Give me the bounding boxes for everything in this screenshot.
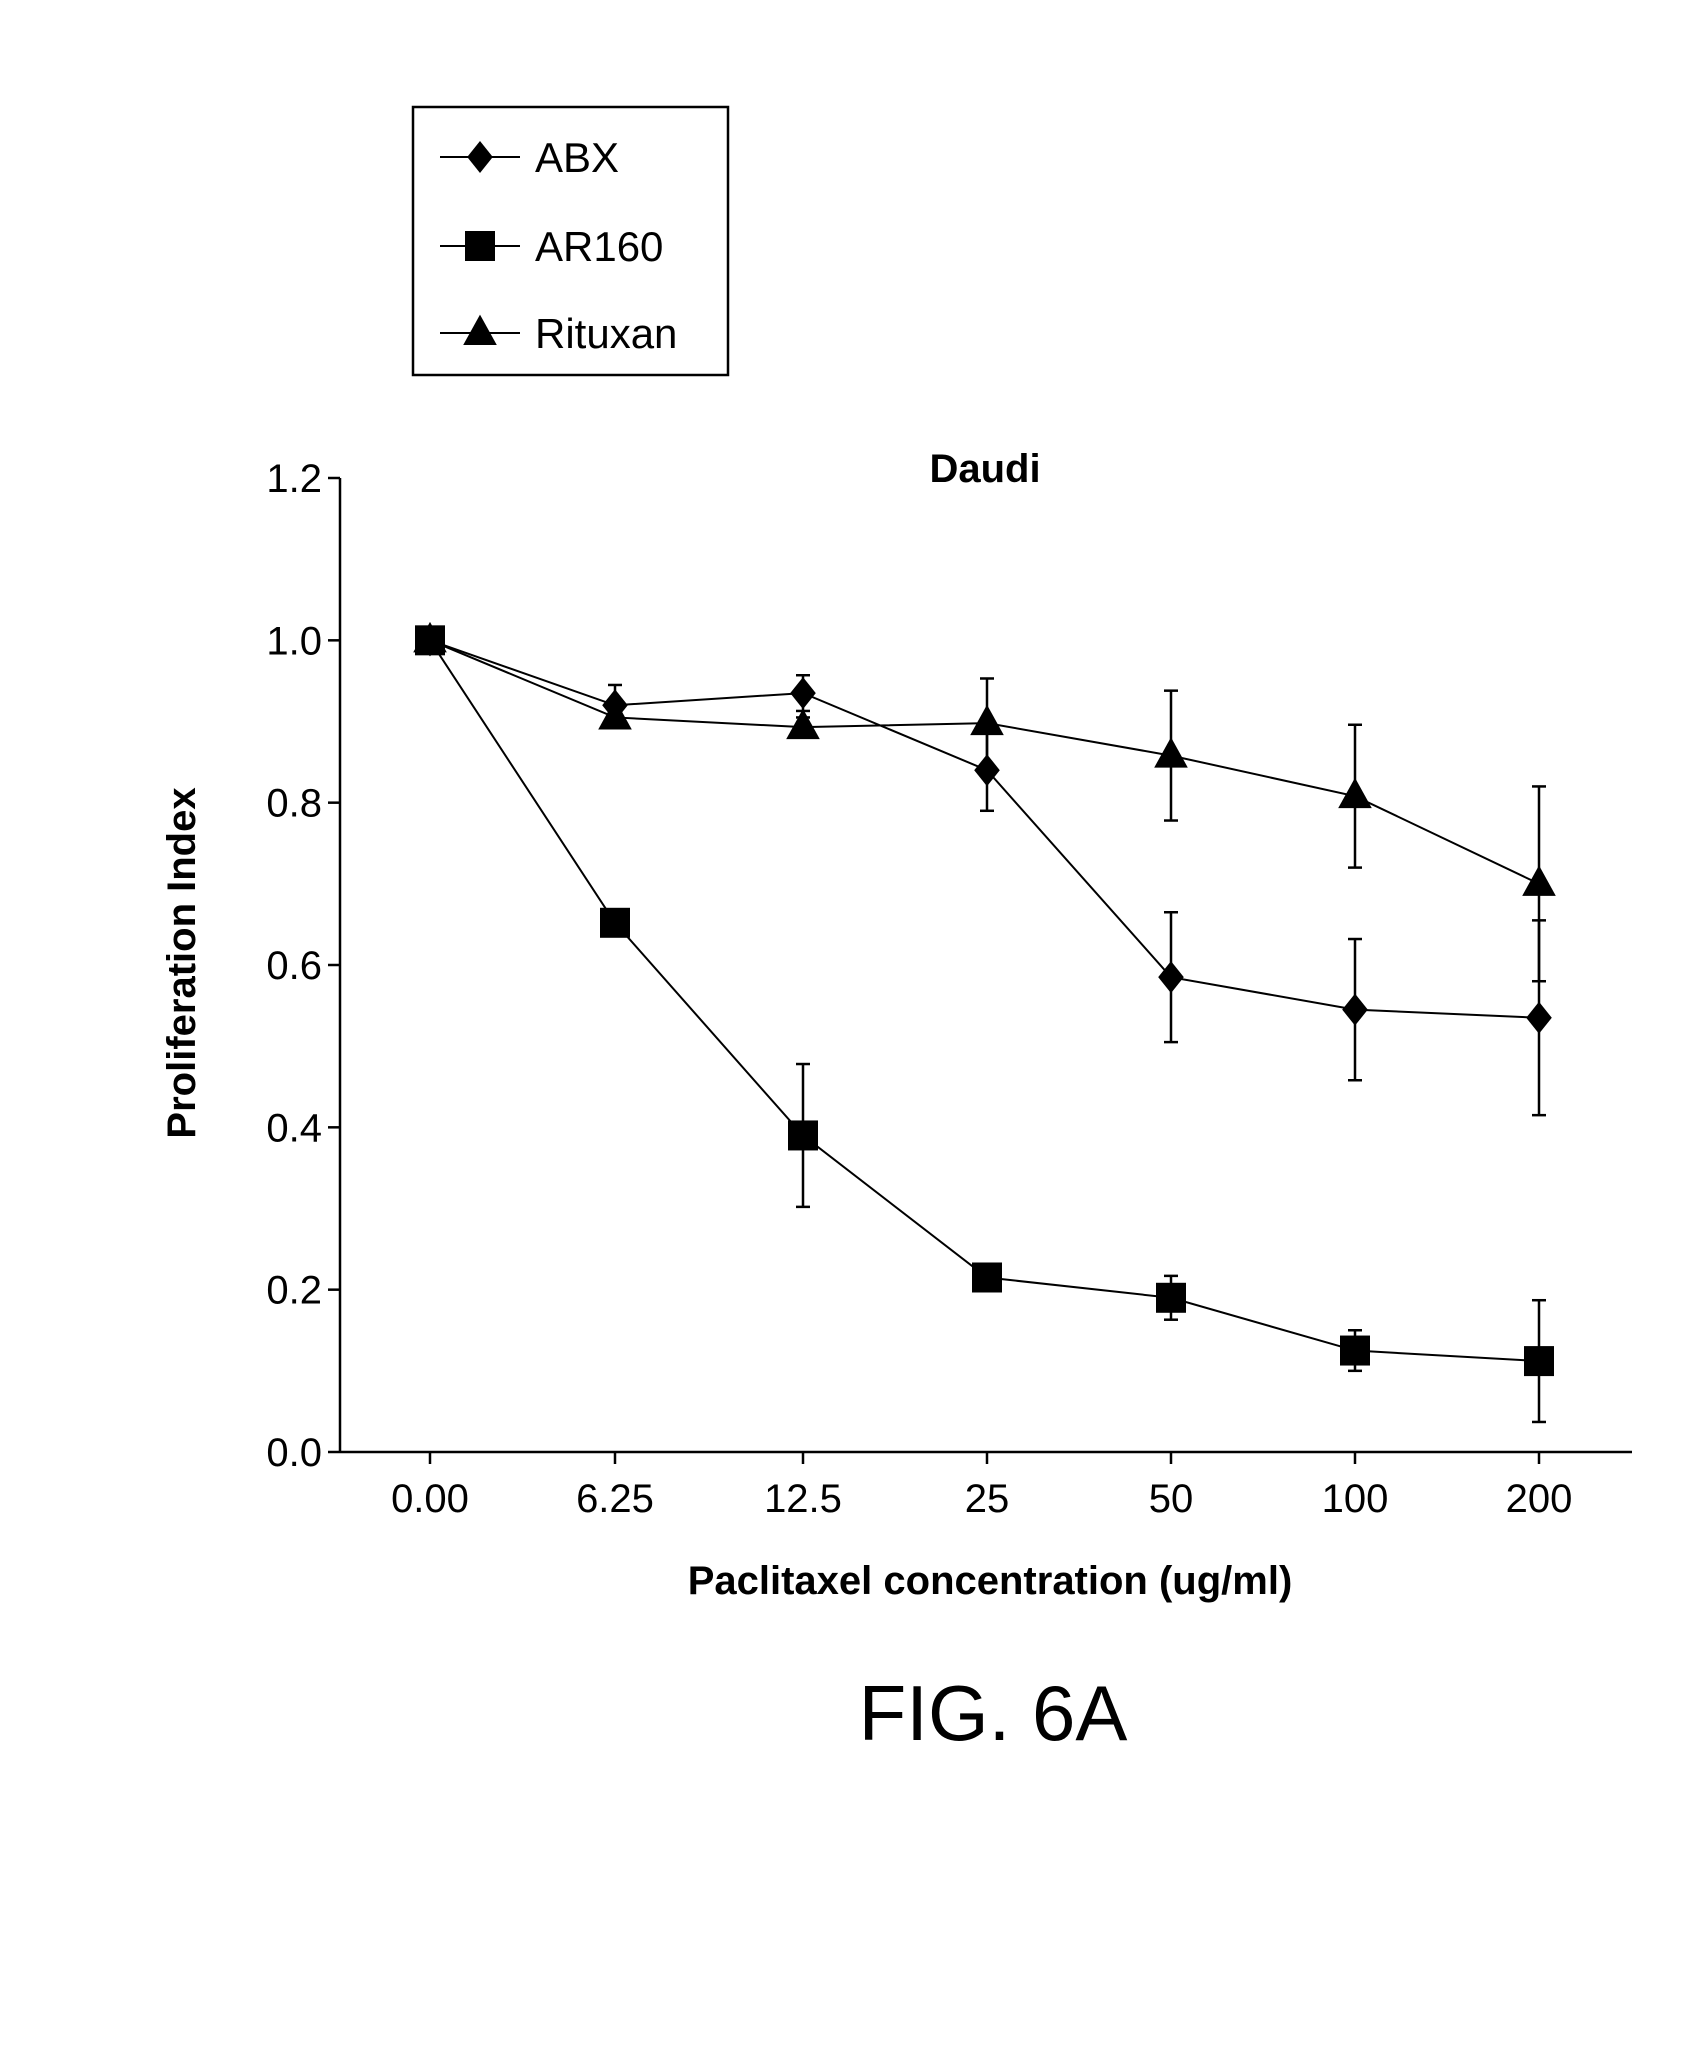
data-point	[1342, 994, 1368, 1026]
x-axis-label: Paclitaxel concentration (ug/ml)	[688, 1559, 1293, 1603]
data-point	[600, 908, 630, 938]
y-tick-label: 1.0	[266, 619, 322, 663]
chart-title: Daudi	[929, 447, 1040, 491]
axes: 0.0 0.2 0.4 0.6 0.8 1.0 1.2 0.00 6.25 12.5 25 50 100…	[266, 457, 1632, 1521]
y-tick-label: 0.2	[266, 1269, 322, 1313]
x-tick-label: 0.00	[391, 1477, 469, 1521]
data-point	[788, 1120, 818, 1150]
x-tick-label: 25	[965, 1477, 1010, 1521]
data-point	[972, 1262, 1002, 1292]
legend-marker	[465, 231, 495, 261]
y-tick-label: 0.8	[266, 782, 322, 826]
series-ar160	[415, 625, 1554, 1422]
legend-label: ABX	[535, 134, 619, 181]
data-point	[786, 709, 820, 739]
series-rituxan	[413, 622, 1556, 981]
x-tick-label: 200	[1506, 1477, 1573, 1521]
data-point	[1340, 1336, 1370, 1366]
series-line	[430, 640, 1539, 1017]
data-point	[1522, 865, 1556, 895]
y-tick-label: 1.2	[266, 457, 322, 501]
series-line	[430, 640, 1539, 1361]
legend-label: Rituxan	[535, 310, 677, 357]
x-tick-label: 6.25	[576, 1477, 654, 1521]
y-tick-label: 0.4	[266, 1106, 322, 1150]
data-point	[1524, 1346, 1554, 1376]
x-tick-label: 100	[1322, 1477, 1389, 1521]
figure-label: FIG. 6A	[859, 1669, 1128, 1757]
chart: ABX AR160 Rituxan Daudi 0.0 0.2 0.4 0.6 0.8 1.0…	[0, 0, 1694, 2062]
x-tick-label: 50	[1149, 1477, 1194, 1521]
data-point	[1526, 1002, 1552, 1034]
marks	[413, 622, 1556, 1422]
data-point	[970, 705, 1004, 735]
legend-label: AR160	[535, 223, 663, 270]
data-point	[790, 677, 816, 709]
data-point	[1156, 1283, 1186, 1313]
y-tick-label: 0.0	[266, 1431, 322, 1475]
series-abx	[417, 624, 1552, 1115]
x-tick-label: 12.5	[764, 1477, 842, 1521]
y-tick-label: 0.6	[266, 944, 322, 988]
data-point	[1154, 737, 1188, 767]
y-axis-label: Proliferation Index	[160, 787, 204, 1138]
